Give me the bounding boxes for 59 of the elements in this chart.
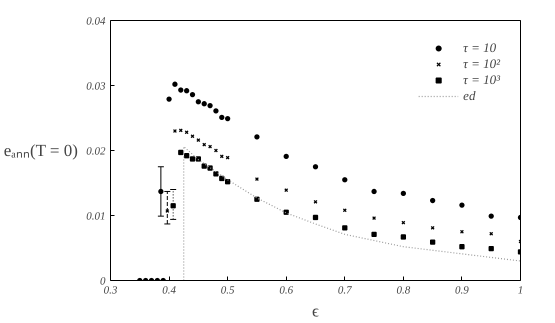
- point: [430, 198, 436, 204]
- point: [459, 202, 465, 208]
- x-tick-label: 0.4: [162, 284, 176, 296]
- legend-label: τ = 10: [463, 40, 496, 56]
- point: [158, 188, 164, 194]
- point: [342, 177, 348, 182]
- point: [371, 188, 377, 194]
- legend-label: τ = 10²: [463, 56, 500, 72]
- point: [254, 134, 260, 140]
- x-tick-label: 0.6: [279, 284, 294, 296]
- x-tick-label: 0.8: [396, 284, 411, 296]
- y-axis-title: eₐₙₙ(T = 0): [4, 141, 78, 160]
- point: [166, 96, 172, 102]
- x-tick-label: 0.9: [455, 284, 470, 296]
- point: [219, 114, 224, 120]
- x-tick-label: 0.5: [220, 284, 236, 296]
- point: [460, 230, 464, 234]
- x-tick-label: 1: [518, 284, 524, 296]
- point: [178, 87, 184, 93]
- point: [190, 92, 196, 98]
- point: [196, 99, 202, 104]
- x-tick-label: 0.7: [338, 284, 352, 296]
- point: [342, 225, 348, 230]
- point: [219, 176, 224, 182]
- point: [312, 164, 318, 170]
- y-tick-label: 0: [100, 276, 106, 288]
- point: [190, 134, 195, 138]
- legend-label: τ = 10³: [463, 72, 500, 88]
- point: [400, 234, 406, 240]
- x-tick-label: 0.3: [104, 284, 118, 296]
- point: [190, 156, 196, 162]
- y-tick-label: 0.01: [86, 210, 106, 222]
- point: [488, 214, 494, 219]
- point: [400, 190, 406, 196]
- point: [207, 103, 213, 108]
- point: [224, 179, 230, 184]
- y-tick-label: 0.03: [86, 80, 106, 92]
- point: [284, 154, 289, 159]
- point: [178, 150, 184, 156]
- point: [488, 246, 494, 252]
- x-axis-title: ϵ: [312, 302, 320, 320]
- point: [202, 101, 207, 106]
- point: [430, 240, 436, 245]
- point: [184, 88, 190, 94]
- point: [459, 244, 465, 250]
- point: [165, 208, 170, 214]
- point: [213, 108, 219, 114]
- point: [371, 232, 377, 237]
- point: [184, 153, 190, 158]
- point: [172, 82, 178, 87]
- y-tick-label: 0.04: [86, 16, 106, 28]
- point: [196, 156, 202, 162]
- point: [224, 116, 230, 122]
- point: [312, 214, 318, 220]
- y-tick-label: 0.02: [86, 146, 106, 158]
- point: [202, 163, 207, 169]
- point: [170, 203, 176, 208]
- legend-label: ed: [463, 88, 476, 104]
- line-series: [183, 146, 520, 280]
